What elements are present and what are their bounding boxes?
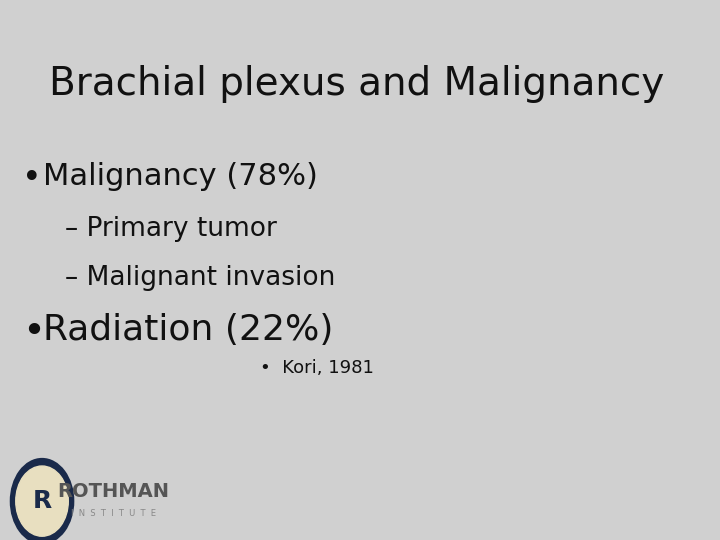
Text: R: R — [32, 489, 52, 513]
Ellipse shape — [16, 466, 68, 536]
Text: – Malignant invasion: – Malignant invasion — [65, 265, 336, 291]
Text: Radiation (22%): Radiation (22%) — [43, 313, 333, 347]
Text: – Primary tumor: – Primary tumor — [65, 216, 276, 242]
Text: Malignancy (78%): Malignancy (78%) — [43, 162, 318, 191]
Text: •  Kori, 1981: • Kori, 1981 — [260, 359, 374, 377]
Text: ROTHMAN: ROTHMAN — [57, 482, 169, 501]
Ellipse shape — [11, 459, 73, 540]
Text: Brachial plexus and Malignancy: Brachial plexus and Malignancy — [50, 65, 665, 103]
Text: I  N  S  T  I  T  U  T  E: I N S T I T U T E — [71, 509, 156, 517]
Text: •: • — [22, 313, 45, 351]
Text: •: • — [22, 162, 41, 195]
